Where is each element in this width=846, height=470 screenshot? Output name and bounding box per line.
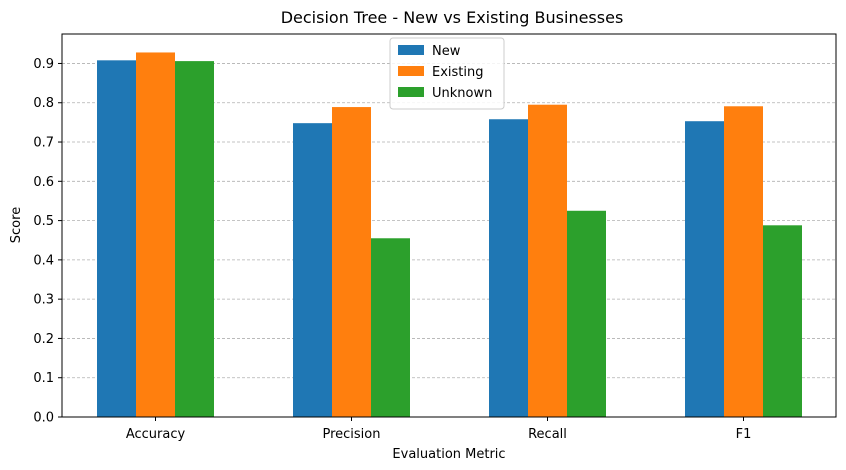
bar-new-precision — [293, 123, 332, 417]
y-tick-label: 0.1 — [33, 371, 54, 386]
y-tick-label: 0.2 — [33, 332, 54, 347]
x-tick-label: Accuracy — [126, 427, 186, 442]
bar-existing-recall — [528, 104, 567, 417]
bar-existing-f1 — [724, 106, 763, 417]
x-axis-label: Evaluation Metric — [392, 447, 505, 462]
plot-frame — [61, 33, 837, 418]
legend-swatch-new — [398, 45, 424, 55]
y-tick-label: 0.4 — [33, 253, 54, 268]
bar-unknown-precision — [371, 238, 410, 417]
y-tick-label: 0.9 — [33, 57, 54, 72]
legend-swatch-unknown — [398, 87, 424, 97]
legend-label-unknown: Unknown — [432, 86, 492, 101]
legend: New Existing Unknown — [389, 37, 505, 110]
legend-label-new: New — [432, 44, 461, 59]
bar-unknown-recall — [567, 210, 606, 417]
y-axis-label: Score — [9, 207, 24, 243]
chart-title: Decision Tree - New vs Existing Business… — [281, 8, 624, 27]
legend-swatch-existing — [398, 66, 424, 76]
bar-new-accuracy — [97, 60, 136, 418]
bar-new-f1 — [685, 121, 724, 418]
bar-unknown-f1 — [763, 225, 802, 417]
y-tick-label: 0.7 — [33, 136, 54, 151]
legend-label-existing: Existing — [432, 65, 484, 80]
bar-new-recall — [489, 119, 528, 417]
y-tick-label: 0.3 — [33, 293, 54, 308]
x-axis: Accuracy Precision Recall F1 — [126, 417, 752, 442]
y-axis: 0.0 0.1 0.2 0.3 0.4 0.5 0.6 0.7 0.8 0.9 — [33, 57, 62, 426]
x-tick-label: F1 — [736, 427, 752, 442]
bar-unknown-accuracy — [175, 61, 214, 417]
y-tick-label: 0.5 — [33, 214, 54, 229]
bars — [97, 52, 802, 418]
y-tick-label: 0.8 — [33, 96, 54, 111]
x-tick-label: Precision — [322, 427, 380, 442]
bar-existing-accuracy — [136, 52, 175, 418]
y-tick-label: 0.0 — [33, 411, 54, 426]
bar-existing-precision — [332, 107, 371, 418]
y-tick-label: 0.6 — [33, 175, 54, 190]
x-tick-label: Recall — [528, 427, 567, 442]
